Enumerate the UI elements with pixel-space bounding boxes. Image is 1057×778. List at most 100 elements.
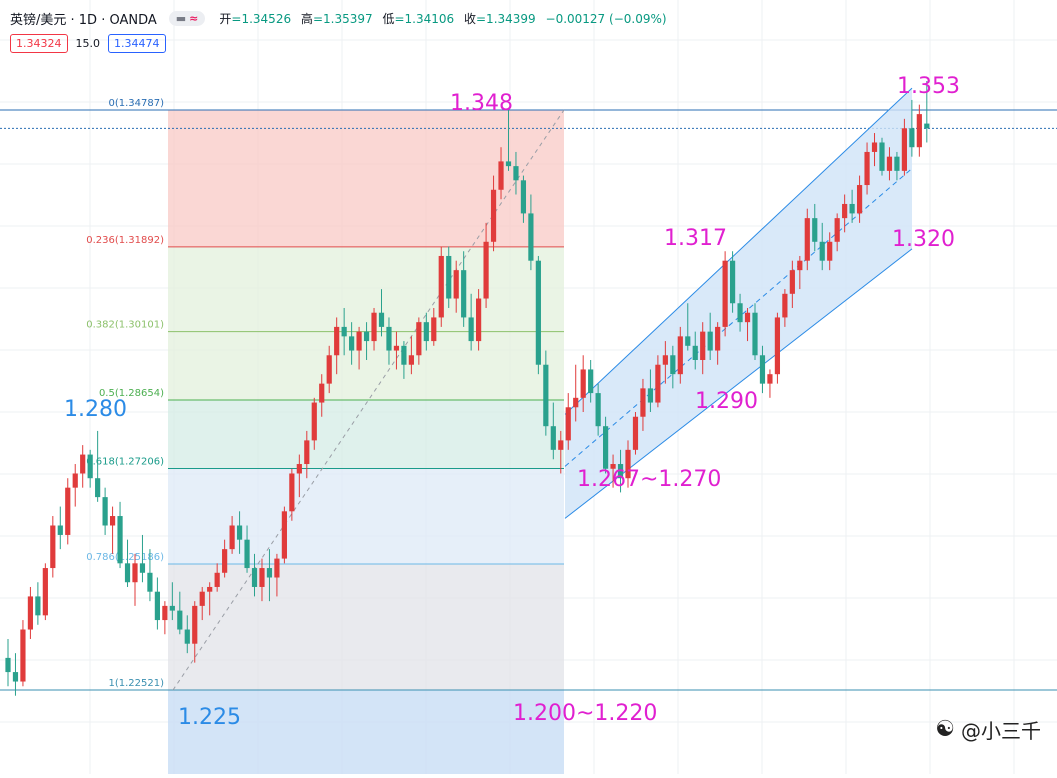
candle[interactable] [72,464,78,507]
candle[interactable] [349,322,355,365]
candle[interactable] [797,255,803,290]
candle[interactable] [124,539,131,587]
candle[interactable] [782,289,788,327]
candle[interactable] [371,307,377,351]
candle[interactable] [819,222,825,271]
bid-price[interactable]: 1.34324 [10,34,68,53]
candle[interactable] [647,369,654,413]
candle[interactable] [595,383,601,436]
candle[interactable] [393,331,400,370]
candle[interactable] [588,359,594,403]
candle[interactable] [109,506,116,554]
candle[interactable] [528,194,534,271]
candle[interactable] [789,260,795,308]
candle[interactable] [879,137,885,176]
candle[interactable] [386,317,392,365]
candle[interactable] [834,213,840,252]
price-annotation[interactable]: 1.267~1.270 [577,467,721,492]
candle[interactable] [27,586,34,639]
candle[interactable] [334,317,340,375]
candle[interactable] [87,449,93,488]
candle[interactable] [244,525,250,573]
candle[interactable] [573,364,579,422]
candle[interactable] [677,326,683,384]
candle[interactable] [65,478,71,545]
candle[interactable] [199,586,205,621]
candle[interactable] [139,534,146,583]
candle[interactable] [827,232,833,271]
candle[interactable] [162,601,168,635]
candle[interactable] [363,322,370,360]
candle[interactable] [326,345,332,394]
candle[interactable] [886,147,893,181]
candle[interactable] [722,251,728,337]
candle[interactable] [685,303,691,351]
candle[interactable] [640,378,646,431]
candle[interactable] [752,303,758,360]
candle[interactable] [296,454,302,498]
candle[interactable] [304,430,310,479]
candle[interactable] [909,99,915,157]
candle[interactable] [356,326,362,370]
price-annotation[interactable]: 1.317 [664,226,727,251]
candle[interactable] [50,516,56,578]
candle[interactable] [864,142,870,195]
candle[interactable] [57,506,63,550]
candle[interactable] [543,350,549,436]
candle[interactable] [251,553,258,597]
candle[interactable] [319,374,325,417]
candle[interactable] [102,487,108,535]
candle[interactable] [849,189,855,223]
candle[interactable] [431,307,437,346]
candle[interactable] [95,430,101,502]
candle[interactable] [498,147,504,200]
price-annotation[interactable]: 1.290 [695,389,758,414]
candle[interactable] [5,638,11,687]
candle[interactable] [535,255,541,375]
candle[interactable] [117,501,123,569]
candle[interactable] [670,345,676,389]
candle[interactable] [692,331,698,370]
candle[interactable] [236,511,243,554]
candle[interactable] [625,440,631,488]
candle[interactable] [565,393,571,450]
candle[interactable] [759,345,766,394]
ask-price[interactable]: 1.34474 [108,34,166,53]
candle[interactable] [453,260,459,313]
candle[interactable] [177,591,183,635]
symbol-title[interactable]: 英镑/美元 · 1D · OANDA [10,12,157,28]
candle[interactable] [378,289,385,337]
candle[interactable] [42,563,48,621]
candle[interactable] [35,582,41,625]
candle[interactable] [924,81,930,143]
candle[interactable] [617,449,624,493]
candle[interactable] [311,397,317,450]
candle[interactable] [744,307,751,342]
candle[interactable] [715,322,721,365]
candle[interactable] [483,222,489,308]
candle[interactable] [729,251,736,313]
candle[interactable] [461,251,467,327]
candle[interactable] [558,430,564,474]
candle[interactable] [266,549,273,602]
candle[interactable] [603,416,609,474]
candle[interactable] [132,553,138,606]
candle[interactable] [655,355,661,408]
candle[interactable] [154,577,160,630]
price-annotation[interactable]: 1.348 [450,91,513,116]
candle[interactable] [632,412,639,455]
candle[interactable] [20,620,26,687]
candle[interactable] [281,506,287,564]
price-annotation[interactable]: 1.320 [892,227,955,252]
candle[interactable] [513,151,519,195]
candle[interactable] [804,208,810,271]
price-annotation[interactable]: 1.200~1.220 [513,701,657,726]
candle[interactable] [490,175,497,252]
candle[interactable] [505,109,512,171]
candle[interactable] [446,246,452,308]
candle[interactable] [289,468,295,521]
candle[interactable] [169,582,175,621]
candle[interactable] [229,516,235,554]
candle[interactable] [408,336,414,375]
candle[interactable] [214,563,220,592]
